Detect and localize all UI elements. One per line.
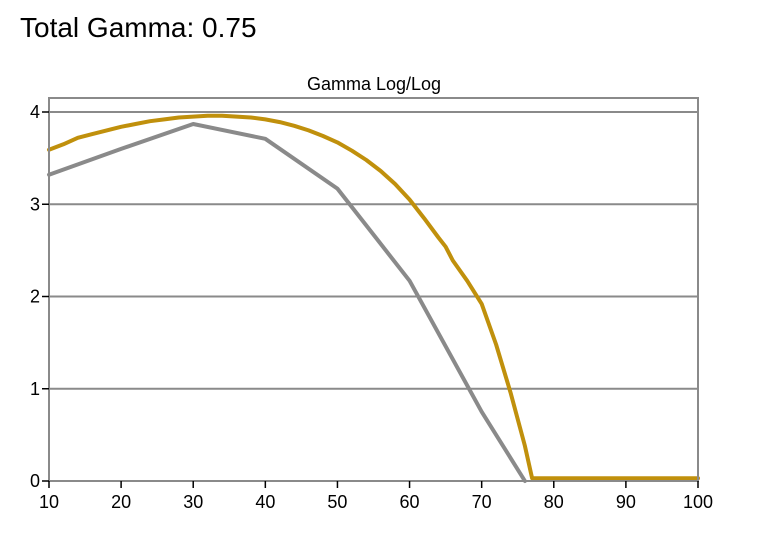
y-tick-label: 1 <box>30 379 40 399</box>
series-line-2 <box>47 113 700 481</box>
chart-title: Gamma Log/Log <box>307 74 441 94</box>
x-tick-label: 80 <box>544 492 564 512</box>
y-tick-label: 2 <box>30 287 40 307</box>
x-tick-label: 50 <box>327 492 347 512</box>
page-title: Total Gamma: 0.75 <box>20 12 257 43</box>
series-line-1 <box>47 122 527 483</box>
y-tick-label: 0 <box>30 471 40 491</box>
x-tick-label: 30 <box>183 492 203 512</box>
x-tick-label: 40 <box>255 492 275 512</box>
plot-frame <box>48 97 699 482</box>
x-tick-label: 90 <box>616 492 636 512</box>
x-tick-label: 10 <box>39 492 59 512</box>
y-tick-label: 3 <box>30 194 40 214</box>
series-group <box>47 113 700 483</box>
grid-lines <box>49 111 698 390</box>
y-tick-label: 4 <box>30 102 40 122</box>
axis-ticks: 0 1 2 3 4 10 20 30 40 50 60 70 80 90 100 <box>30 102 713 512</box>
x-tick-label: 70 <box>472 492 492 512</box>
x-tick-label: 100 <box>683 492 713 512</box>
x-tick-label: 60 <box>400 492 420 512</box>
x-tick-label: 20 <box>111 492 131 512</box>
